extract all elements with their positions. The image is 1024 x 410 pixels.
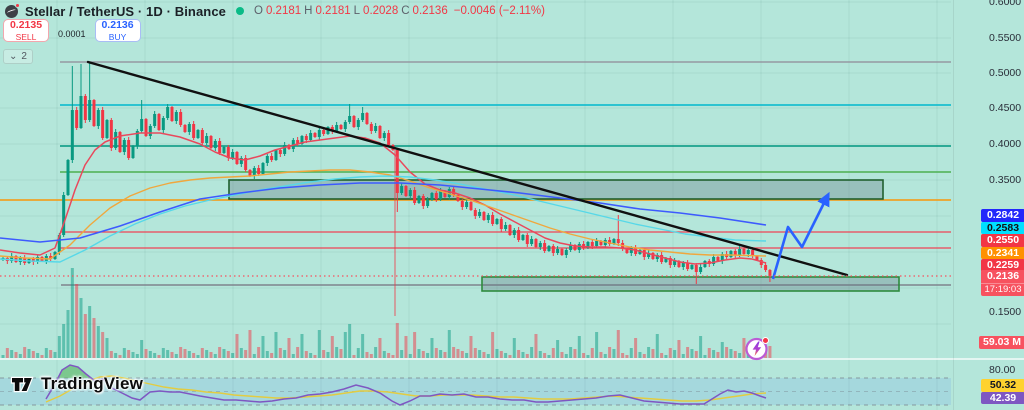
forecast-zigzag-arrow[interactable]: [771, 191, 830, 280]
watermark-text: TradingView: [41, 374, 144, 393]
moving-averages: [0, 132, 767, 265]
sell-label: SELL: [15, 31, 37, 42]
legend-collapse-toggle[interactable]: ⌄ 2: [3, 49, 33, 64]
price-axis-label: 0.1500: [989, 306, 1022, 318]
supply-demand-boxes[interactable]: [228, 179, 900, 292]
buy-price: 0.2136: [101, 19, 134, 31]
level-lines[interactable]: [0, 61, 951, 286]
rsi-ma-line: [45, 375, 767, 403]
volume-badge: 59.03 M: [979, 336, 1024, 349]
descending-trendline[interactable]: [86, 60, 849, 277]
ma-fast-red: [0, 132, 767, 265]
price-level-badge: 0.2259: [981, 259, 1024, 272]
price-axis-label: 0.5500: [989, 32, 1022, 44]
tradingview-watermark[interactable]: TradingView: [10, 372, 143, 396]
rsi-axis-label: 80.00: [989, 364, 1016, 376]
stellar-logo-icon[interactable]: [5, 3, 20, 18]
ma-mid-orange: [0, 169, 767, 260]
close-label: C: [401, 5, 410, 17]
change-value: −0.0046 (−2.11%): [453, 5, 545, 17]
lightning-bolt-icon: [752, 341, 762, 356]
price-level-badge: 0.2341: [981, 246, 1024, 259]
spread-value: 0.0001: [58, 28, 86, 39]
chevron-down-icon: ⌄: [9, 51, 18, 62]
ma-slowest-blue: [0, 182, 767, 243]
low-label: L: [353, 5, 361, 17]
high-value: 0.2181: [315, 5, 351, 17]
tradingview-logo-icon: [10, 376, 34, 393]
price-axis-label: 0.3500: [989, 174, 1022, 186]
sell-button[interactable]: 0.2135 SELL: [3, 19, 49, 42]
rsi-ma-badge: 50.32: [981, 379, 1024, 392]
open-value: 0.2181: [265, 5, 302, 17]
price-level-badge: 0.2842: [981, 209, 1024, 222]
buy-label: BUY: [108, 31, 127, 42]
buy-sell-widget: 0.2135 SELL 0.0001 0.2136 BUY: [3, 19, 141, 42]
ma-slow-cyan: [0, 175, 767, 263]
rsi-value-badge: 42.39: [981, 391, 1024, 404]
price-axis[interactable]: 0.6000 0.5500 0.5000 0.4500 0.4000 0.3500 0.15…: [953, 0, 1024, 410]
rsi-pane: [0, 364, 951, 406]
spark-lightning-badge[interactable]: [745, 336, 770, 361]
price-level-badge: 0.2583: [981, 221, 1024, 234]
buy-button[interactable]: 0.2136 BUY: [94, 19, 141, 42]
bar-countdown: 17:19:03: [981, 282, 1024, 296]
last-price-value: 0.2136: [986, 270, 1020, 282]
price-axis-label: 0.6000: [989, 0, 1022, 8]
low-value: 0.2028: [363, 5, 399, 17]
open-label: O: [254, 5, 263, 17]
high-label: H: [304, 5, 313, 17]
sell-price: 0.2135: [9, 19, 43, 31]
price-axis-label: 0.4500: [989, 102, 1022, 114]
last-price-badge: 0.2136 17:19:03: [981, 270, 1024, 296]
price-axis-label: 0.5000: [989, 67, 1022, 79]
symbol-header: Stellar / TetherUS · 1D · Binance O 0.218…: [5, 3, 545, 19]
market-status-dot-icon: [236, 7, 244, 15]
ohlc-values: O 0.2181 H 0.2181 L 0.2028 C 0.2136 −0.0046 …: [254, 5, 545, 17]
rsi-line: [45, 364, 767, 406]
price-level-badge: 0.2550: [981, 234, 1024, 247]
symbol-title[interactable]: Stellar / TetherUS · 1D · Binance: [25, 3, 226, 19]
legend-collapsed-count: 2: [21, 51, 27, 62]
price-axis-label: 0.4000: [989, 138, 1022, 150]
candlesticks: [1, 62, 772, 284]
alert-dot-icon: [762, 337, 769, 344]
close-value: 0.2136: [412, 5, 448, 17]
notification-dot-icon: [15, 3, 20, 8]
